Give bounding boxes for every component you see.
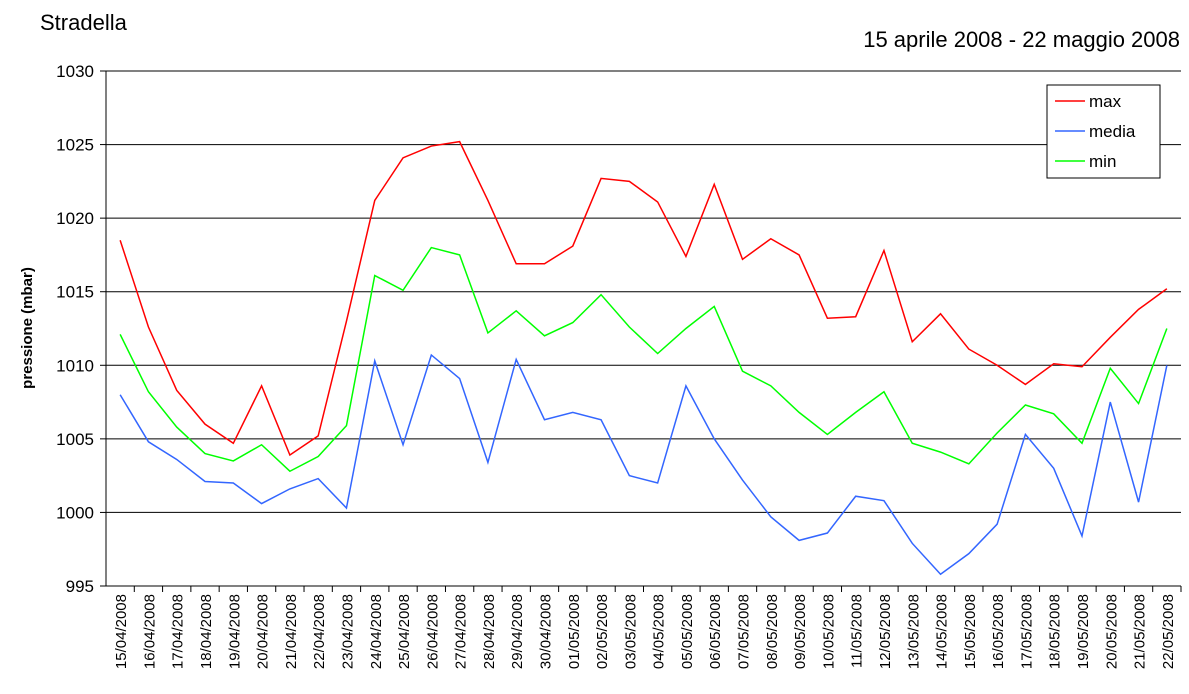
series-line <box>119 140 1168 457</box>
x-tick-label: 02/05/2008 <box>594 594 611 669</box>
legend-label: min <box>1089 152 1116 171</box>
x-tick-label: 12/05/2008 <box>877 594 894 669</box>
x-tick-label: 05/05/2008 <box>679 594 696 669</box>
x-tick-label: 24/04/2008 <box>368 594 385 669</box>
legend-label: media <box>1089 122 1136 141</box>
x-tick-label: 30/04/2008 <box>537 594 554 669</box>
y-tick-label: 1005 <box>56 430 94 449</box>
x-tick-label: 26/04/2008 <box>424 594 441 669</box>
x-tick-label: 21/04/2008 <box>283 594 300 669</box>
x-tick-label: 27/04/2008 <box>453 594 470 669</box>
x-tick-label: 16/05/2008 <box>990 594 1007 669</box>
x-tick-label: 28/04/2008 <box>481 594 498 669</box>
y-tick-label: 1030 <box>56 62 94 81</box>
y-tick-label: 1015 <box>56 283 94 302</box>
x-tick-label: 10/05/2008 <box>820 594 837 669</box>
x-tick-label: 29/04/2008 <box>509 594 526 669</box>
x-tick-label: 06/05/2008 <box>707 594 724 669</box>
x-tick-label: 21/05/2008 <box>1132 594 1149 669</box>
series-line <box>119 246 1168 473</box>
x-tick-label: 13/05/2008 <box>905 594 922 669</box>
y-tick-label: 1025 <box>56 136 94 155</box>
x-tick-label: 07/05/2008 <box>736 594 753 669</box>
x-tick-label: 22/04/2008 <box>311 594 328 669</box>
y-tick-label: 1010 <box>56 356 94 375</box>
x-tick-label: 01/05/2008 <box>566 594 583 669</box>
x-tick-label: 25/04/2008 <box>396 594 413 669</box>
x-tick-label: 11/05/2008 <box>849 594 866 668</box>
legend-label: max <box>1089 92 1122 111</box>
x-tick-label: 16/04/2008 <box>141 594 158 669</box>
x-tick-label: 03/05/2008 <box>622 594 639 669</box>
series-line <box>119 353 1168 576</box>
x-tick-label: 18/04/2008 <box>198 594 215 669</box>
x-tick-label: 22/05/2008 <box>1160 594 1177 669</box>
chart-subtitle: 15 aprile 2008 - 22 maggio 2008 <box>863 27 1180 52</box>
x-tick-label: 09/05/2008 <box>792 594 809 669</box>
x-tick-label: 19/05/2008 <box>1075 594 1092 669</box>
x-tick-label: 20/05/2008 <box>1103 594 1120 669</box>
y-tick-label: 1020 <box>56 209 94 228</box>
x-tick-label: 15/04/2008 <box>113 594 130 669</box>
x-tick-label: 08/05/2008 <box>764 594 781 669</box>
x-tick-label: 17/05/2008 <box>1018 594 1035 669</box>
y-axis-label: pressione (mbar) <box>19 267 36 389</box>
y-tick-label: 995 <box>66 577 94 596</box>
x-tick-label: 14/05/2008 <box>934 594 951 669</box>
x-tick-label: 04/05/2008 <box>651 594 668 669</box>
x-tick-label: 20/04/2008 <box>255 594 272 669</box>
x-tick-label: 15/05/2008 <box>962 594 979 669</box>
chart-title: Stradella <box>40 10 128 35</box>
x-tick-label: 18/05/2008 <box>1047 594 1064 669</box>
y-tick-label: 1000 <box>56 503 94 522</box>
x-tick-label: 19/04/2008 <box>226 594 243 669</box>
x-tick-label: 23/04/2008 <box>339 594 356 669</box>
x-tick-label: 17/04/2008 <box>170 594 187 669</box>
